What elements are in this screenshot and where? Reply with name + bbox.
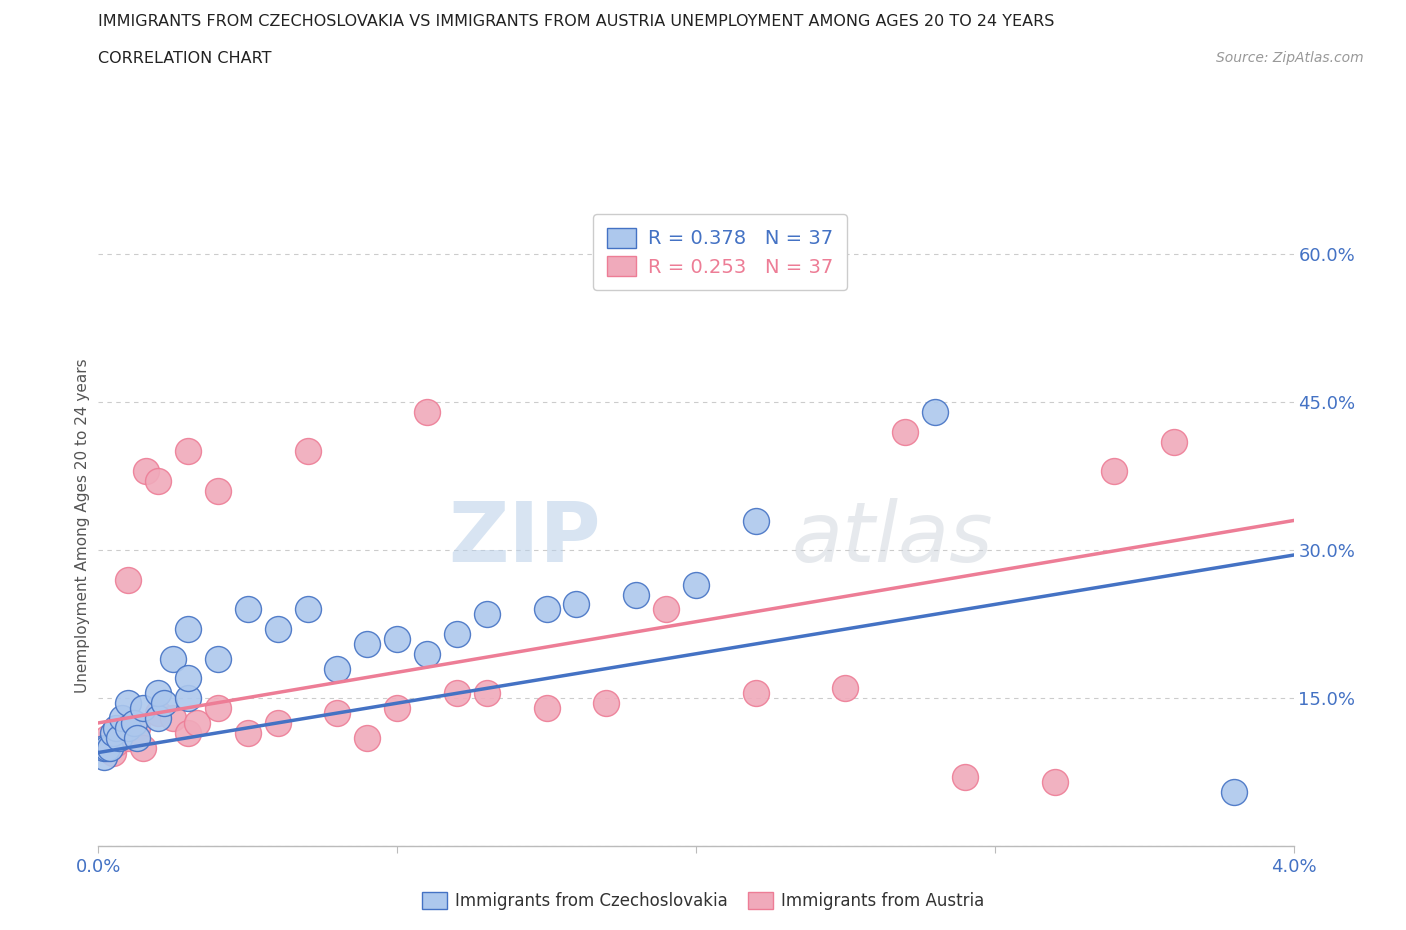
Point xyxy=(236,725,259,740)
Point xyxy=(207,484,229,498)
Point xyxy=(475,685,498,700)
Point xyxy=(127,721,149,736)
Point xyxy=(565,597,588,612)
Point xyxy=(297,444,319,458)
Point xyxy=(111,725,134,740)
Point xyxy=(177,444,200,458)
Point xyxy=(416,646,439,661)
Point xyxy=(117,696,139,711)
Point xyxy=(96,730,118,745)
Point xyxy=(132,740,155,755)
Point xyxy=(177,671,200,686)
Point xyxy=(117,572,139,587)
Point xyxy=(93,740,115,755)
Point xyxy=(1043,775,1066,790)
Legend: R = 0.378   N = 37, R = 0.253   N = 37: R = 0.378 N = 37, R = 0.253 N = 37 xyxy=(593,214,846,290)
Point xyxy=(103,745,125,760)
Text: CORRELATION CHART: CORRELATION CHART xyxy=(98,51,271,66)
Point xyxy=(207,700,229,715)
Point xyxy=(356,730,378,745)
Text: ZIP: ZIP xyxy=(449,498,600,578)
Point xyxy=(356,636,378,651)
Point xyxy=(117,730,139,745)
Point xyxy=(117,721,139,736)
Point xyxy=(924,405,946,419)
Point xyxy=(446,627,468,642)
Point xyxy=(297,602,319,617)
Point xyxy=(127,730,149,745)
Point xyxy=(685,578,707,592)
Point xyxy=(385,631,409,646)
Text: Source: ZipAtlas.com: Source: ZipAtlas.com xyxy=(1216,51,1364,65)
Point xyxy=(655,602,678,617)
Point xyxy=(186,715,208,730)
Point xyxy=(236,602,259,617)
Point xyxy=(416,405,439,419)
Point xyxy=(326,706,349,721)
Point xyxy=(177,621,200,636)
Point xyxy=(148,685,170,700)
Point xyxy=(162,651,184,666)
Point xyxy=(1163,434,1185,449)
Point xyxy=(103,725,125,740)
Point xyxy=(267,621,290,636)
Point xyxy=(536,700,558,715)
Point xyxy=(153,696,176,711)
Point xyxy=(624,587,647,602)
Point xyxy=(98,740,122,755)
Point xyxy=(148,711,170,725)
Point xyxy=(326,661,349,676)
Point xyxy=(1102,464,1125,479)
Point xyxy=(267,715,290,730)
Point xyxy=(93,750,115,764)
Point xyxy=(148,706,170,721)
Point xyxy=(111,711,134,725)
Text: IMMIGRANTS FROM CZECHOSLOVAKIA VS IMMIGRANTS FROM AUSTRIA UNEMPLOYMENT AMONG AGE: IMMIGRANTS FROM CZECHOSLOVAKIA VS IMMIGR… xyxy=(98,14,1054,29)
Point xyxy=(446,685,468,700)
Text: atlas: atlas xyxy=(792,498,993,578)
Legend: Immigrants from Czechoslovakia, Immigrants from Austria: Immigrants from Czechoslovakia, Immigran… xyxy=(415,885,991,917)
Point xyxy=(745,513,768,528)
Point xyxy=(385,700,409,715)
Point xyxy=(894,424,917,439)
Point xyxy=(132,700,155,715)
Point xyxy=(953,770,976,785)
Point xyxy=(148,473,170,488)
Point xyxy=(93,740,115,755)
Point xyxy=(177,691,200,706)
Point xyxy=(536,602,558,617)
Point xyxy=(96,740,118,755)
Point xyxy=(1222,785,1246,800)
Point xyxy=(834,681,856,696)
Point xyxy=(177,725,200,740)
Point xyxy=(135,464,157,479)
Point xyxy=(105,721,128,736)
Point xyxy=(162,711,184,725)
Point xyxy=(108,730,131,745)
Point xyxy=(105,736,128,751)
Point xyxy=(595,696,617,711)
Point xyxy=(745,685,768,700)
Point xyxy=(124,715,146,730)
Point xyxy=(207,651,229,666)
Y-axis label: Unemployment Among Ages 20 to 24 years: Unemployment Among Ages 20 to 24 years xyxy=(75,358,90,693)
Point xyxy=(475,607,498,622)
